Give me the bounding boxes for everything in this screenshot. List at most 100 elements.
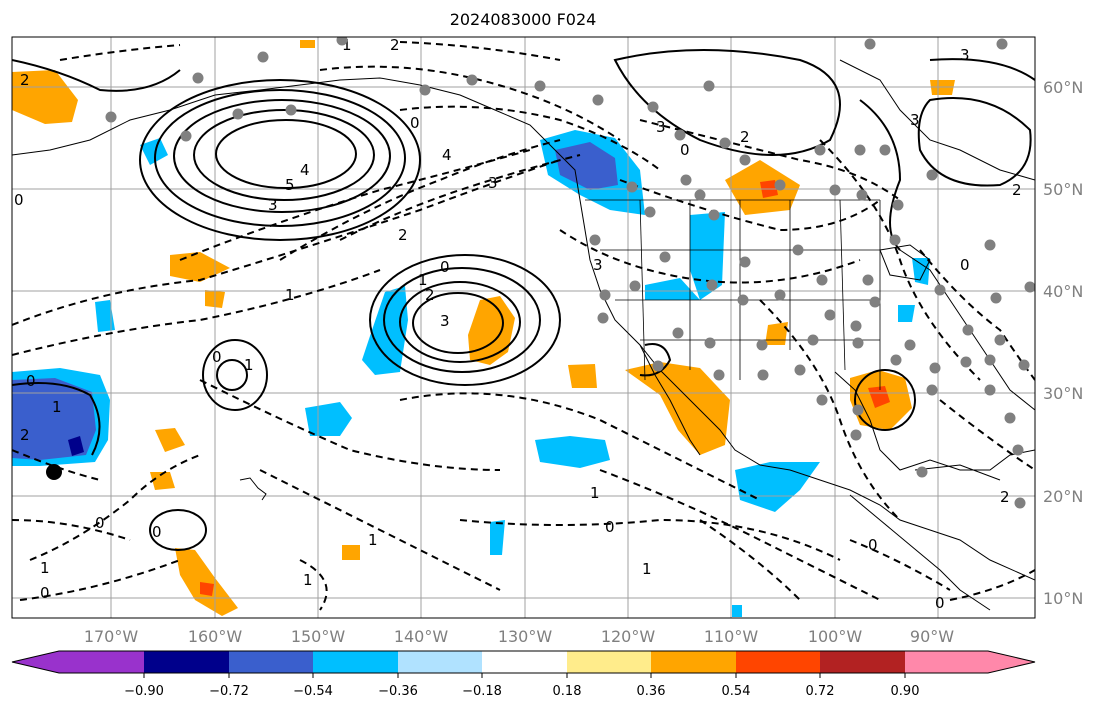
shaded-field	[12, 40, 955, 617]
colorbar-label: 0.72	[806, 684, 835, 699]
shade-blue-west2	[690, 212, 725, 300]
contour-labels: 1 2 3 2 4 0 3 4 5 2 3 1 0 3 2 1 0 1 1 0 …	[14, 36, 1022, 612]
coastlines	[12, 59, 1035, 611]
solid-contours	[12, 49, 1035, 551]
shade-blue-small5	[898, 305, 915, 322]
shade-orange-center	[468, 296, 515, 365]
contour-label: 1	[40, 559, 50, 577]
colorbar-extend-left	[12, 651, 59, 673]
coast-greatlakes	[879, 244, 931, 281]
contour-label: 3	[593, 256, 603, 274]
contour-label: 2	[20, 71, 30, 89]
colorbar-bin	[905, 651, 988, 673]
contour-label: 0	[440, 258, 450, 276]
shade-blue-small1	[95, 300, 115, 332]
shade-orange-baja	[625, 362, 730, 455]
contour-label: 3	[910, 111, 920, 129]
contour-label: 0	[960, 256, 970, 274]
lon-tick-label: 130°W	[498, 627, 553, 646]
shade-orange-pac2	[568, 364, 597, 388]
colorbar-bin	[651, 651, 736, 673]
contour-label: 1	[418, 271, 428, 289]
colorbar-bin	[144, 651, 229, 673]
lon-tick-label: 150°W	[291, 627, 346, 646]
shade-blue-small6	[732, 605, 742, 617]
lat-tick-label: 50°N	[1043, 180, 1083, 199]
lat-tick-label: 60°N	[1043, 78, 1083, 97]
colorbar-label: −0.90	[124, 684, 164, 699]
contour-label: 1	[244, 356, 254, 374]
coast-cuba	[914, 464, 1001, 481]
contour-label: 0	[14, 191, 24, 209]
contour-label: 0	[26, 372, 36, 390]
lon-tick-label: 100°W	[808, 627, 863, 646]
contour-label: 3	[440, 312, 450, 330]
colorbar-bin	[229, 651, 313, 673]
contour-label: 1	[285, 286, 295, 304]
contour-label: 5	[285, 176, 295, 194]
shade-red-s2	[200, 582, 214, 596]
map-title: 2024083000 F024	[450, 10, 597, 29]
shade-orange-small7	[300, 40, 315, 48]
lat-tick-label: 30°N	[1043, 384, 1083, 403]
contour-label: 2	[1012, 181, 1022, 199]
station-points	[105, 37, 1035, 509]
shade-orange-nw	[12, 70, 78, 124]
colorbar: −0.90 −0.72 −0.54 −0.36 −0.18 0.18 0.36 …	[11, 650, 1036, 699]
colorbar-label: −0.54	[293, 684, 333, 699]
shade-blue-mex	[735, 462, 820, 512]
colorbar-bin	[313, 651, 398, 673]
lon-axis: 170°W 160°W 150°W 140°W 130°W 120°W 110°…	[84, 627, 954, 646]
colorbar-label: 0.90	[891, 684, 920, 699]
colorbar-bin	[482, 651, 567, 673]
lon-tick-label: 90°W	[910, 627, 954, 646]
lon-tick-label: 110°W	[704, 627, 759, 646]
contour-label: 3	[268, 196, 278, 214]
contour-label: 4	[300, 161, 310, 179]
colorbar-label: 0.18	[553, 684, 582, 699]
coast-baja	[639, 344, 701, 456]
lat-tick-label: 10°N	[1043, 589, 1083, 608]
lon-tick-label: 140°W	[394, 627, 449, 646]
contour-label: 2	[20, 426, 30, 444]
colorbar-bin	[59, 651, 144, 673]
colorbar-label: −0.36	[378, 684, 418, 699]
grid-lines	[12, 37, 1035, 618]
coast-west-na	[419, 84, 1035, 581]
contour-label: 2	[398, 226, 408, 244]
coast-gulf	[834, 371, 1035, 471]
contour-label: 2	[425, 286, 435, 304]
lon-tick-label: 120°W	[601, 627, 656, 646]
shade-blue-small2	[490, 520, 505, 555]
dashed-contours	[12, 41, 1035, 611]
contour-label: 0	[40, 584, 50, 602]
contour-label: 0	[935, 594, 945, 612]
colorbar-bin	[398, 651, 482, 673]
contour-label: 0	[868, 536, 878, 554]
contour-label: 0	[410, 114, 420, 132]
colorbar-label: −0.72	[209, 684, 249, 699]
colorbar-outline	[11, 650, 1036, 674]
coast-central-am	[849, 494, 991, 611]
colorbar-bin	[820, 651, 905, 673]
shade-red-gulf	[868, 386, 890, 408]
map-frame	[11, 36, 1036, 619]
contour-label: 1	[52, 398, 62, 416]
shade-blue-mid	[305, 402, 352, 436]
contour-label: 0	[95, 514, 105, 532]
contour-label: 4	[442, 146, 452, 164]
map-marker	[46, 464, 62, 480]
lat-axis: 10°N 20°N 30°N 40°N 50°N 60°N	[1043, 78, 1083, 608]
contour-label: 2	[390, 36, 400, 54]
contour-label: 1	[342, 36, 352, 54]
contour-label: 1	[590, 484, 600, 502]
colorbar-bin	[567, 651, 651, 673]
colorbar-bin	[736, 651, 820, 673]
shade-dkblue-gulfak	[555, 142, 618, 190]
colorbar-extend-right	[988, 651, 1035, 673]
colorbar-label: −0.18	[462, 684, 502, 699]
shade-orange-small3	[342, 545, 360, 560]
shade-blue-pac	[535, 436, 610, 468]
shade-orange-s2	[175, 548, 238, 616]
contour-label: 3	[960, 46, 970, 64]
